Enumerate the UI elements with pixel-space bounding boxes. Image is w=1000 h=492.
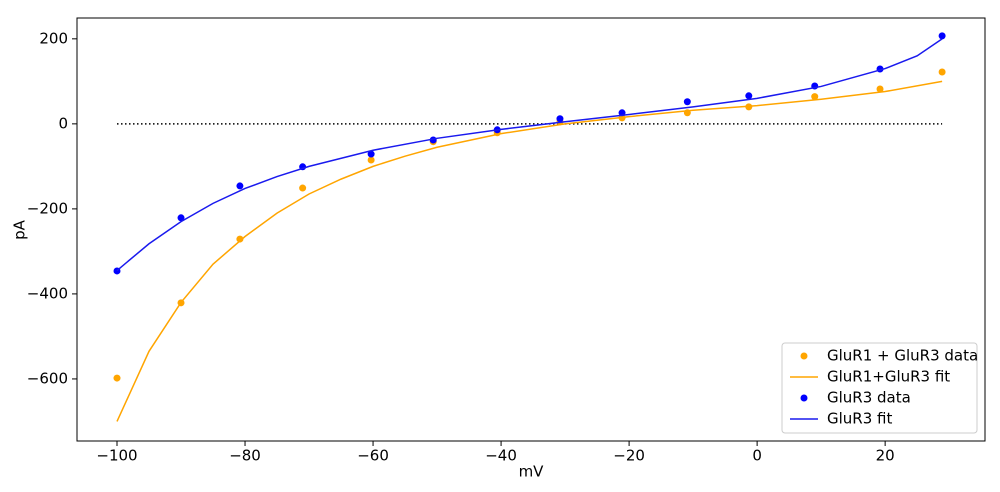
x-tick-label: −60 xyxy=(357,447,389,465)
x-tick-label: −100 xyxy=(96,447,137,465)
legend-marker xyxy=(800,394,808,402)
data-point xyxy=(745,92,753,100)
data-point xyxy=(938,32,946,40)
fit-line xyxy=(116,38,943,272)
data-point xyxy=(811,93,819,101)
x-tick-label: −20 xyxy=(613,447,645,465)
data-point xyxy=(367,156,375,164)
data-point xyxy=(113,374,121,382)
legend-label: GluR3 data xyxy=(827,389,911,407)
y-axis-label: pA xyxy=(11,219,29,240)
x-axis-label: mV xyxy=(519,463,545,481)
x-tick-label: −80 xyxy=(229,447,261,465)
y-tick-label: −400 xyxy=(27,284,68,302)
y-tick-label: −600 xyxy=(27,369,68,387)
legend-label: GluR3 fit xyxy=(827,410,892,428)
data-point xyxy=(236,235,244,243)
y-tick-label: −200 xyxy=(27,199,68,217)
data-point xyxy=(876,85,884,93)
fit-line xyxy=(116,80,943,422)
x-tick-label: 0 xyxy=(752,447,762,465)
legend-box xyxy=(781,342,978,434)
y-tick-label: 200 xyxy=(39,29,68,47)
data-point xyxy=(556,115,564,123)
data-point xyxy=(177,214,185,222)
legend-marker xyxy=(800,352,808,360)
legend-label: GluR1+GluR3 fit xyxy=(827,368,950,386)
data-point xyxy=(367,150,375,158)
x-tick-label: 20 xyxy=(876,447,895,465)
x-tick-label: −40 xyxy=(485,447,517,465)
data-point xyxy=(299,184,307,192)
data-point xyxy=(236,182,244,190)
data-point xyxy=(683,98,691,106)
y-tick-label: 0 xyxy=(58,114,68,132)
legend-label: GluR1 + GluR3 data xyxy=(827,347,978,365)
data-point xyxy=(938,68,946,76)
plot-frame xyxy=(76,17,986,442)
